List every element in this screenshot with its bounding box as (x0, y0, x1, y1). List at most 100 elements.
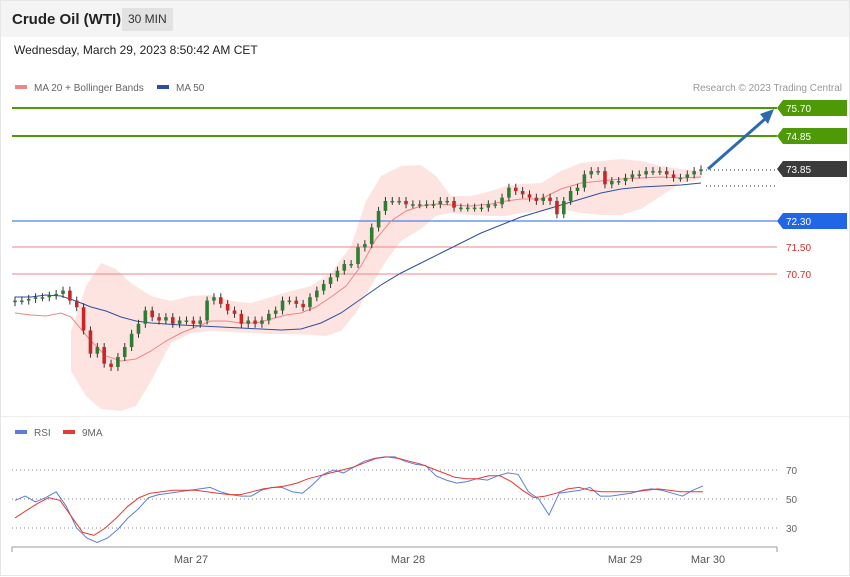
x-axis-ticks: Mar 27 Mar 28 Mar 29 Mar 30 (174, 554, 725, 566)
candle-body (486, 204, 491, 208)
candle-body (225, 303, 230, 311)
candle-body (184, 320, 189, 322)
ma50-legend-label: MA 50 (176, 83, 205, 94)
candle-body (342, 264, 347, 271)
candle-body (369, 227, 374, 245)
level-label-5: 70.70 (786, 270, 811, 281)
candle-body (198, 320, 203, 324)
candle-body (335, 270, 340, 278)
candle-body (363, 244, 367, 248)
candle-body (109, 363, 113, 367)
candle-body (383, 200, 388, 211)
ma20-line (14, 176, 702, 362)
rsi-line (14, 456, 704, 544)
candle-body (644, 171, 648, 175)
candle-body (582, 174, 587, 188)
candle-body (212, 297, 216, 301)
candle-body (157, 317, 161, 321)
candle-body (417, 204, 422, 206)
candle-body (273, 310, 278, 314)
candle-body (610, 181, 614, 185)
candle-body (479, 207, 484, 210)
candle-body (136, 323, 141, 334)
candle-body (562, 200, 566, 215)
level-label-3: 72.30 (786, 217, 811, 228)
rsi-level-label: 70 (786, 466, 798, 477)
candle-body (349, 264, 353, 266)
level-tag-0 (777, 100, 847, 116)
candle-body (260, 320, 264, 324)
candle-body (301, 303, 305, 308)
candle-body (493, 204, 497, 206)
timeframe-button[interactable]: 30 MIN (122, 8, 173, 31)
rsi-legend-label: RSI (34, 428, 51, 439)
candle-body (548, 197, 552, 201)
candle-body (465, 207, 470, 210)
candle-body (445, 200, 449, 203)
candle-body (596, 171, 600, 173)
level-label-2: 73.85 (786, 165, 811, 176)
candle-body (102, 347, 106, 364)
candle-body (68, 290, 72, 301)
level-tag-3 (777, 213, 847, 229)
candle-body (267, 313, 271, 321)
bollinger-band (71, 159, 701, 411)
candle-body (630, 174, 635, 178)
candle-body (20, 300, 24, 303)
candle-body (287, 300, 292, 303)
rsi-ma-legend-label: 9MA (82, 428, 103, 439)
candle-body (527, 194, 532, 198)
credit-text: Research © 2023 Trading Central (693, 83, 842, 94)
rsi-ma-line (14, 456, 703, 536)
candle-body (143, 310, 148, 324)
candle-body (170, 317, 175, 324)
x-tick-label: Mar 30 (691, 554, 725, 566)
candle-body (205, 300, 209, 321)
candle-body (397, 200, 401, 203)
rsi-legend-swatch (15, 430, 27, 434)
rsi-ma-legend-swatch (63, 430, 75, 434)
candle-body (47, 295, 52, 298)
candle-body (671, 174, 676, 178)
candle-body (376, 210, 381, 228)
candle-body (61, 290, 65, 294)
candle-body (637, 174, 642, 176)
candle-body (692, 171, 696, 175)
x-tick-label: Mar 28 (391, 554, 425, 566)
chart-header: Crude Oil (WTI) 30 MIN (1, 1, 849, 37)
candle-body (658, 171, 662, 173)
candle-body (411, 204, 415, 206)
candle-body (623, 177, 628, 182)
level-label-0: 75.70 (786, 104, 811, 115)
candle-body (459, 207, 463, 210)
candle-body (280, 300, 285, 311)
candle-body (404, 200, 408, 205)
candle-body (40, 297, 45, 299)
candle-body (472, 207, 477, 210)
candle-body (568, 191, 573, 201)
candle-body (150, 310, 154, 318)
candle-body (555, 200, 559, 215)
candle-body (177, 320, 182, 324)
candle-body (651, 171, 655, 173)
candle-body (129, 333, 134, 348)
candle-body (685, 174, 690, 178)
level-lines: 75.70 74.85 73.85 72.30 71.50 70.70 (12, 100, 847, 281)
candle-body (664, 171, 669, 175)
candle-body (239, 313, 244, 324)
candle-body (246, 320, 251, 324)
candle-body (308, 297, 312, 308)
candle-body (122, 347, 127, 357)
candle-body (328, 277, 333, 284)
x-tick-label: Mar 29 (608, 554, 642, 566)
candle-body (541, 197, 546, 201)
x-tick-label: Mar 27 (174, 554, 208, 566)
candle-body (603, 171, 607, 185)
forecast-arrow (707, 109, 774, 171)
candle-body (616, 181, 621, 183)
candle-body (191, 320, 196, 324)
candle-body (513, 187, 518, 191)
level-tag-1 (777, 128, 847, 144)
level-label-4: 71.50 (786, 243, 811, 254)
